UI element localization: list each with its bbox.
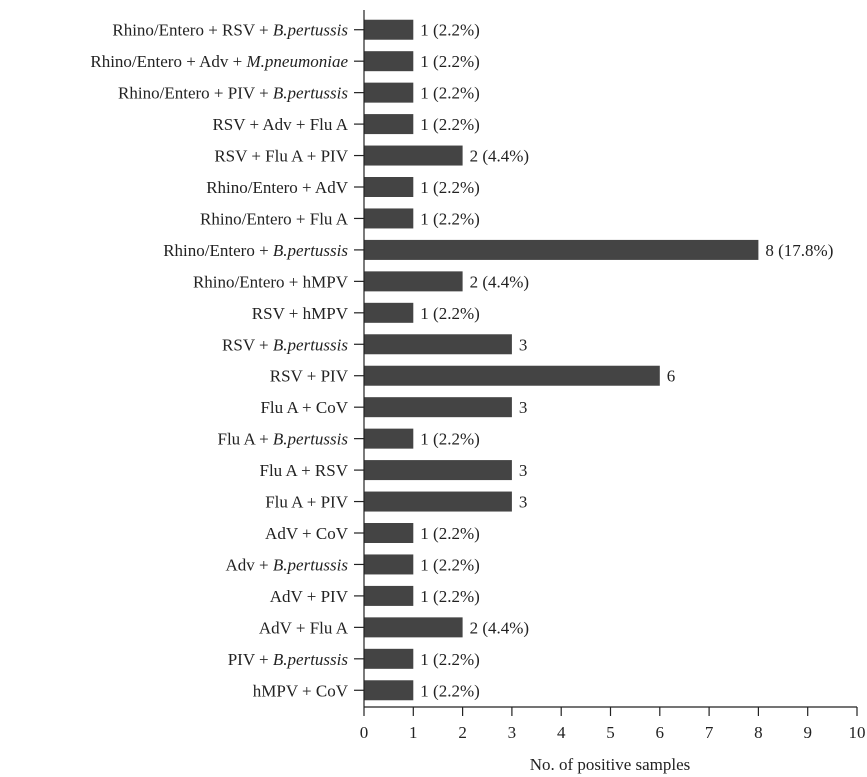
bar xyxy=(364,523,414,543)
bar xyxy=(364,145,463,166)
data-label: 3 xyxy=(519,335,528,354)
category-label: Flu A + B.pertussis xyxy=(217,430,348,449)
data-label: 1 (2.2%) xyxy=(420,555,479,574)
x-tick-label: 4 xyxy=(557,723,566,742)
x-tick-label: 1 xyxy=(409,723,418,742)
category-label: AdV + Flu A xyxy=(259,618,349,637)
x-tick-label: 8 xyxy=(754,723,763,742)
x-tick-label: 9 xyxy=(803,723,812,742)
category-label: Flu A + CoV xyxy=(260,398,348,417)
category-label: Rhino/Entero + hMPV xyxy=(193,272,349,291)
bar xyxy=(364,51,414,72)
category-label: Rhino/Entero + Adv + M.pneumoniae xyxy=(90,52,348,71)
bar xyxy=(364,19,414,40)
bar xyxy=(364,114,414,135)
bar xyxy=(364,334,512,355)
data-label: 1 (2.2%) xyxy=(420,178,479,197)
category-label: RSV + PIV xyxy=(270,367,349,386)
category-label: Rhino/Entero + B.pertussis xyxy=(163,241,348,260)
bar xyxy=(364,680,414,701)
category-label: Rhino/Entero + AdV xyxy=(206,178,349,197)
bar xyxy=(364,239,759,260)
x-tick-label: 2 xyxy=(458,723,467,742)
x-tick-label: 3 xyxy=(508,723,517,742)
bar xyxy=(364,271,463,292)
x-tick-label: 10 xyxy=(849,723,866,742)
bar xyxy=(364,617,463,638)
data-label: 1 (2.2%) xyxy=(420,650,479,669)
bar xyxy=(364,208,414,229)
category-label: Adv + B.pertussis xyxy=(226,555,349,574)
data-label: 2 (4.4%) xyxy=(470,618,529,637)
category-label: RSV + Flu A + PIV xyxy=(214,147,348,166)
category-label: RSV + hMPV xyxy=(252,304,349,323)
data-label: 3 xyxy=(519,493,528,512)
category-label: RSV + B.pertussis xyxy=(222,335,348,354)
data-label: 1 (2.2%) xyxy=(420,209,479,228)
x-tick-label: 7 xyxy=(705,723,714,742)
category-label: PIV + B.pertussis xyxy=(228,650,349,669)
x-tick-label: 6 xyxy=(656,723,665,742)
category-labels: Rhino/Entero + RSV + B.pertussis Rhino/En… xyxy=(90,21,348,701)
category-label: Rhino/Entero + Flu A xyxy=(200,209,349,228)
bar xyxy=(364,460,512,481)
bar xyxy=(364,82,414,103)
bar xyxy=(364,554,414,575)
data-label: 6 xyxy=(667,367,676,386)
data-label: 2 (4.4%) xyxy=(470,147,529,166)
data-label: 3 xyxy=(519,461,528,480)
data-label: 1 (2.2%) xyxy=(420,304,479,323)
bar xyxy=(364,648,414,669)
data-label: 3 xyxy=(519,398,528,417)
bar xyxy=(364,491,512,512)
category-label: Flu A + PIV xyxy=(265,493,349,512)
category-label: RSV + Adv + Flu A xyxy=(212,115,348,134)
category-label: hMPV + CoV xyxy=(253,681,349,700)
data-label: 1 (2.2%) xyxy=(420,115,479,134)
data-label: 2 (4.4%) xyxy=(470,272,529,291)
x-tick-label: 5 xyxy=(606,723,615,742)
data-label: 1 (2.2%) xyxy=(420,84,479,103)
axes: 0 1 2 3 4 5 6 7 8 9 10 xyxy=(354,10,866,742)
category-label: Flu A + RSV xyxy=(260,461,349,480)
category-label: AdV + PIV xyxy=(270,587,349,606)
category-label: Rhino/Entero + PIV + B.pertussis xyxy=(118,84,348,103)
data-label: 1 (2.2%) xyxy=(420,430,479,449)
bar xyxy=(364,428,414,449)
bar xyxy=(364,365,660,386)
bar xyxy=(364,302,414,323)
data-label: 1 (2.2%) xyxy=(420,21,479,40)
bars-layer xyxy=(364,19,759,701)
data-label: 1 (2.2%) xyxy=(420,524,479,543)
data-label: 1 (2.2%) xyxy=(420,587,479,606)
x-tick-label: 0 xyxy=(360,723,369,742)
bar xyxy=(364,585,414,606)
data-label: 1 (2.2%) xyxy=(420,52,479,71)
bar xyxy=(364,397,512,418)
category-label: AdV + CoV xyxy=(265,524,349,543)
data-label: 1 (2.2%) xyxy=(420,681,479,700)
bar xyxy=(364,177,414,197)
x-axis-title: No. of positive samples xyxy=(530,755,691,774)
data-label: 8 (17.8%) xyxy=(765,241,833,260)
category-label: Rhino/Entero + RSV + B.pertussis xyxy=(112,21,348,40)
data-labels: 1 (2.2%) 1 (2.2%) 1 (2.2%) 1 (2.2%) 2 (4.4%)… xyxy=(420,21,833,701)
